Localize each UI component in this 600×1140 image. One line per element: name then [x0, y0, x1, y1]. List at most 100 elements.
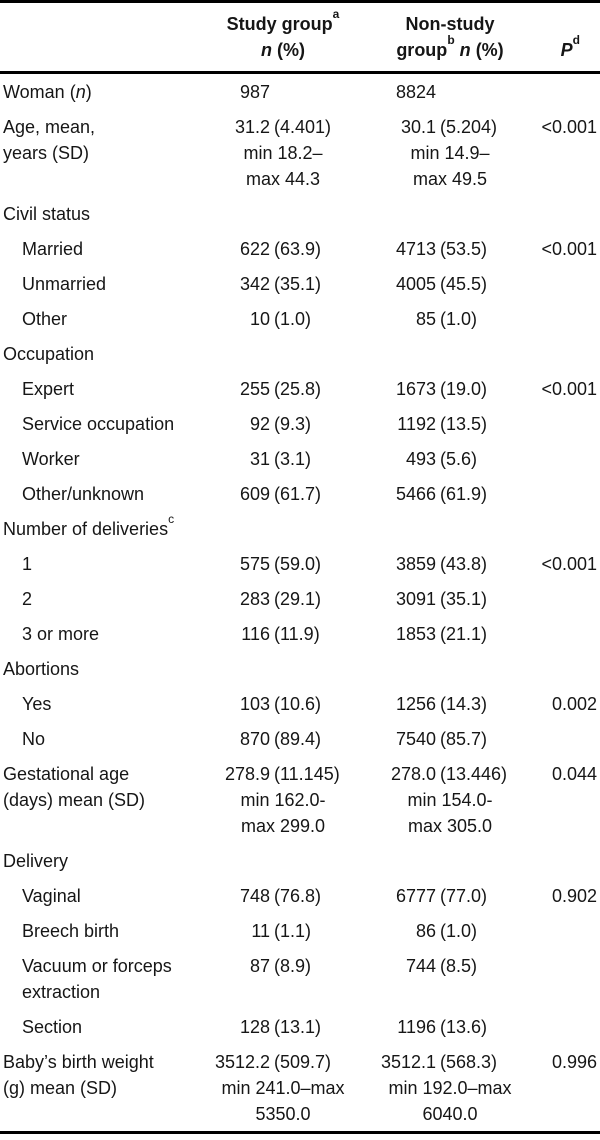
p-value — [530, 441, 600, 476]
row-label: Age, mean, years (SD) — [3, 117, 96, 163]
row-label: Section — [22, 1017, 83, 1037]
study-group-title: Study group — [226, 14, 333, 34]
nonstudy-value: 7540 (85.7) — [395, 729, 488, 749]
study-value: 987 — [239, 82, 270, 102]
nonstudy-value: 3512.1 (568.3) min 192.0–max 6040.0 — [380, 1052, 512, 1124]
header-study-group: Study groupa n (%) — [196, 1, 370, 74]
row-vacuum-or-forceps: Vacuum or forceps extraction 87 (8.9) 744… — [0, 948, 600, 1009]
section-label: Civil status — [3, 204, 91, 224]
header-study-group-line2: n (%) — [196, 37, 370, 63]
row-label: Baby’s birth weight (g) mean (SD) — [3, 1052, 154, 1098]
p-value: 0.002 — [551, 694, 597, 714]
study-value: 31 (3.1) — [249, 449, 312, 469]
row-worker: Worker 31 (3.1) 493 (5.6) — [0, 441, 600, 476]
row-label: Vacuum or forceps extraction — [22, 956, 172, 1002]
p-value — [530, 301, 600, 336]
non-study-line1: Non-study — [405, 14, 495, 34]
row-label: Other/unknown — [22, 484, 145, 504]
nonstudy-value: 3091 (35.1) — [395, 589, 488, 609]
p-value — [530, 1009, 600, 1044]
section-label: Number of deliveriesc — [3, 512, 175, 539]
row-abortions-no: No 870 (89.4) 7540 (85.7) — [0, 721, 600, 756]
nonstudy-value: 1192 (13.5) — [397, 414, 488, 434]
study-value: 342 (35.1) — [239, 274, 322, 294]
p-value: <0.001 — [541, 239, 597, 259]
section-row-civil-status: Civil status — [0, 196, 600, 231]
row-woman: Woman (n) 987 8824 — [0, 73, 600, 110]
study-value: 10 (1.0) — [249, 309, 312, 329]
p-value: <0.001 — [541, 117, 597, 137]
row-other-civil: Other 10 (1.0) 85 (1.0) — [0, 301, 600, 336]
study-group-footnote-mark: a — [332, 7, 340, 21]
row-vaginal: Vaginal 748 (76.8) 6777 (77.0) 0.902 — [0, 878, 600, 913]
study-value: 255 (25.8) — [239, 379, 322, 399]
p-value: <0.001 — [541, 379, 597, 399]
study-value: 92 (9.3) — [249, 414, 312, 434]
row-married: Married 622 (63.9) 4713 (53.5) <0.001 — [0, 231, 600, 266]
study-value: 609 (61.7) — [239, 484, 322, 504]
row-label: Married — [22, 239, 84, 259]
n-symbol: n — [260, 40, 272, 60]
study-value: 622 (63.9) — [239, 239, 322, 259]
row-label: Service occupation — [22, 414, 175, 434]
nonstudy-value: 1256 (14.3) — [395, 694, 488, 714]
row-label: 2 — [22, 589, 33, 609]
p-value: 0.996 — [551, 1052, 597, 1072]
nonstudy-value: 4713 (53.5) — [395, 239, 488, 259]
p-value — [530, 476, 600, 511]
row-label: Yes — [22, 694, 52, 714]
p-value: 0.044 — [551, 764, 597, 784]
p-value — [530, 948, 600, 1009]
section-label: Abortions — [3, 659, 80, 679]
row-label: 1 — [22, 554, 33, 574]
section-row-delivery: Delivery — [0, 843, 600, 878]
non-study-footnote-mark: b — [447, 33, 455, 47]
deliveries-footnote-mark: c — [168, 512, 175, 526]
nonstudy-value: 4005 (45.5) — [395, 274, 488, 294]
nonstudy-value: 744 (8.5) — [405, 956, 478, 976]
p-symbol: P — [560, 40, 573, 60]
study-value: 116 (11.9) — [241, 624, 320, 644]
header-non-study-group: Non-study groupb n (%) — [370, 1, 530, 74]
row-age: Age, mean, years (SD) 31.2 (4.401) min 18… — [0, 109, 600, 196]
nonstudy-value: 1853 (21.1) — [395, 624, 488, 644]
row-service-occupation: Service occupation 92 (9.3) 1192 (13.5) — [0, 406, 600, 441]
section-label: Occupation — [3, 344, 95, 364]
row-label: No — [22, 729, 46, 749]
nonstudy-value: 6777 (77.0) — [395, 886, 488, 906]
header-row: Study groupa n (%) Non-study groupb n (%… — [0, 1, 600, 74]
row-unmarried: Unmarried 342 (35.1) 4005 (45.5) — [0, 266, 600, 301]
nonstudy-value: 1196 (13.6) — [397, 1017, 488, 1037]
non-study-line2: groupb n (%) — [370, 34, 530, 63]
section-label: Delivery — [3, 851, 69, 871]
study-value: 87 (8.9) — [249, 956, 312, 976]
nonstudy-value: 3859 (43.8) — [395, 554, 488, 574]
study-value: 283 (29.1) — [239, 589, 322, 609]
p-value — [530, 721, 600, 756]
nonstudy-value: 30.1 (5.204) min 14.9– max 49.5 — [400, 117, 498, 189]
study-value: 748 (76.8) — [239, 886, 322, 906]
p-footnote-mark: d — [572, 33, 580, 47]
section-row-occupation: Occupation — [0, 336, 600, 371]
study-value: 3512.2 (509.7) min 241.0–max 5350.0 — [214, 1052, 345, 1124]
n-symbol: n — [75, 82, 86, 102]
row-label: Expert — [22, 379, 75, 399]
pct-symbol: (%) — [277, 40, 305, 60]
p-value: <0.001 — [541, 554, 597, 574]
row-label: Woman (n) — [3, 82, 92, 102]
row-other-unknown: Other/unknown 609 (61.7) 5466 (61.9) — [0, 476, 600, 511]
row-section-delivery: Section 128 (13.1) 1196 (13.6) — [0, 1009, 600, 1044]
n-symbol: n — [459, 40, 471, 60]
nonstudy-value: 8824 — [395, 82, 436, 102]
row-deliveries-1: 1 575 (59.0) 3859 (43.8) <0.001 — [0, 546, 600, 581]
study-value: 278.9 (11.145) min 162.0- max 299.0 — [224, 764, 340, 836]
nonstudy-value: 278.0 (13.446) min 154.0- max 305.0 — [390, 764, 508, 836]
row-label: Gestational age (days) mean (SD) — [3, 764, 146, 810]
nonstudy-value: 493 (5.6) — [405, 449, 478, 469]
row-label: Unmarried — [22, 274, 107, 294]
section-row-number-of-deliveries: Number of deliveriesc — [0, 511, 600, 546]
row-label: Worker — [22, 449, 80, 469]
study-value: 31.2 (4.401) min 18.2– max 44.3 — [234, 117, 332, 189]
